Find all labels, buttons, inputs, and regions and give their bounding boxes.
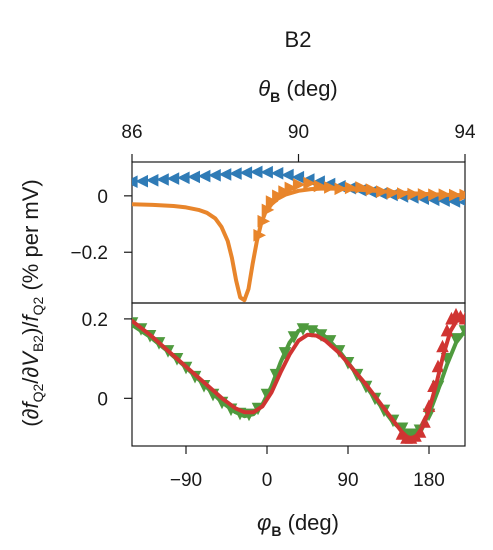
top-series-0-point <box>166 172 180 185</box>
bottom-series-0-point <box>458 325 465 338</box>
top-series-1-point <box>438 188 452 201</box>
top-series-1-point <box>376 185 389 198</box>
top-marks <box>132 165 465 303</box>
bottom-x-tick-label: 90 <box>337 470 358 491</box>
top-series-0-point <box>458 198 465 206</box>
top-series-0-point <box>239 166 253 179</box>
top-series-1-point <box>324 181 337 194</box>
top-series-1-point <box>428 188 441 201</box>
top-x-tick-label: 94 <box>454 122 476 143</box>
top-x-tick-label: 90 <box>288 122 309 143</box>
top-panel: B2 θB (deg) 86 90 94 0 −0.2 <box>70 27 476 304</box>
top-series-0-point <box>218 168 232 181</box>
bottom-panel: −90 0 90 180 0.20 φB (deg) <box>82 302 466 539</box>
top-series-1-point <box>265 195 279 208</box>
top-series-0-point <box>145 174 159 187</box>
bottom-y-ticks: 0.20 <box>82 310 132 410</box>
top-series-1-point <box>355 181 368 194</box>
top-series-0-point <box>249 165 263 179</box>
top-series-0-point <box>229 167 242 180</box>
top-series-0-point <box>177 171 190 185</box>
top-series-1-point <box>407 187 420 201</box>
top-x-ticks: 86 90 94 <box>121 122 476 162</box>
top-series-0-point <box>291 170 305 184</box>
bottom-panel-frame <box>131 302 466 447</box>
top-series-0-point <box>135 174 148 188</box>
top-series-1-point <box>365 183 379 196</box>
top-series-0-point <box>281 168 294 182</box>
top-series-1-point <box>253 229 266 242</box>
top-series-0-point <box>187 170 200 184</box>
top-series-1-point <box>459 188 465 202</box>
chart-title: B2 <box>285 27 312 52</box>
bottom-x-ticks: −90 0 90 180 <box>170 446 445 491</box>
top-series-0-point <box>260 165 273 179</box>
bottom-y-tick-label: 0 <box>97 389 108 410</box>
top-x-tick-label: 86 <box>121 122 142 143</box>
top-plot-area <box>132 165 465 303</box>
bottom-fit-line-1 <box>132 314 465 441</box>
top-series-1-point <box>257 214 271 228</box>
bottom-marks <box>132 307 465 444</box>
bottom-y-tick-label: 0.2 <box>82 310 108 331</box>
top-series-1-point <box>303 176 316 190</box>
top-series-0-point <box>197 169 211 183</box>
bottom-x-tick-label: 180 <box>413 470 445 491</box>
bottom-x-tick-label: −90 <box>170 470 202 491</box>
top-series-1-point <box>313 179 327 193</box>
top-series-0-point <box>132 175 138 188</box>
bottom-x-axis-title: φB (deg) <box>257 510 339 539</box>
top-fit-line-0 <box>132 186 465 303</box>
shared-y-axis-title: (∂fQ2/∂VB2)/fQ2 (% per mV) <box>18 179 46 426</box>
top-series-1-point <box>449 188 462 202</box>
top-y-ticks: 0 −0.2 <box>70 187 132 264</box>
top-x-axis-title: θB (deg) <box>258 76 338 105</box>
bottom-x-tick-label: 0 <box>262 470 273 491</box>
top-series-0-point <box>156 173 169 186</box>
top-series-0-point <box>437 194 450 207</box>
top-series-1-point <box>344 181 358 195</box>
top-series-0-point <box>447 195 461 208</box>
top-y-tick-label: 0 <box>97 187 108 208</box>
top-series-1-point <box>417 188 431 201</box>
top-series-1-point <box>278 185 291 198</box>
top-y-tick-label: −0.2 <box>70 243 108 264</box>
top-series-1-point <box>397 187 410 200</box>
bottom-plot-area <box>132 307 465 444</box>
top-series-1-point <box>386 186 400 200</box>
top-series-1-point <box>284 181 298 195</box>
top-series-0-point <box>270 167 284 180</box>
top-series-1-point <box>334 182 348 196</box>
top-series-0-point <box>208 169 221 182</box>
top-series-1-point <box>292 178 306 191</box>
top-series-1-point <box>261 203 275 217</box>
